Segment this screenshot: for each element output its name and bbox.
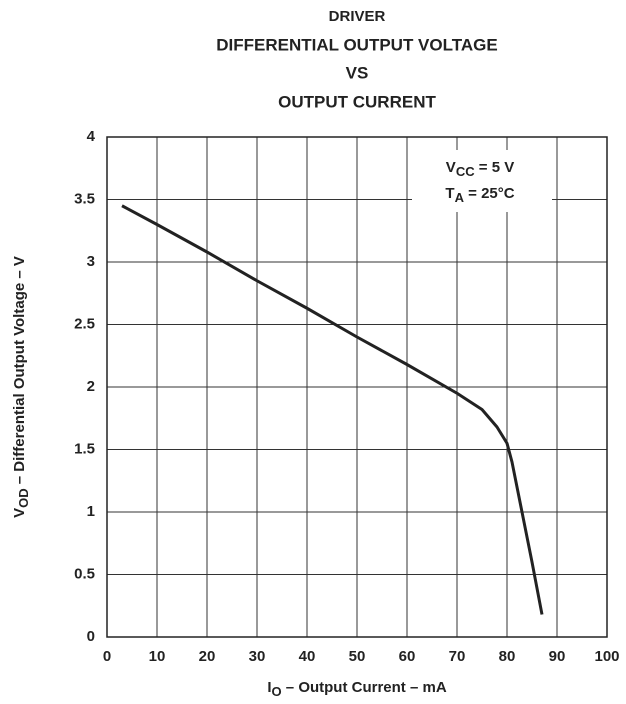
annotation-main: T	[445, 185, 454, 202]
plot-frame	[106, 136, 608, 638]
x-tick-label: 20	[199, 648, 216, 665]
y-tick-label: 2	[87, 378, 95, 395]
annotation-box	[412, 150, 552, 212]
y-axis-label-rest: – Differential Output Voltage – V	[11, 256, 28, 488]
x-axis-label: IO – Output Current – mA	[267, 679, 446, 699]
annotation-rest: = 25°C	[464, 185, 515, 202]
x-axis-label-main: I	[267, 679, 271, 696]
annotation-main: V	[446, 159, 456, 176]
annotation-sub: CC	[456, 164, 475, 179]
y-tick-label: 0.5	[74, 565, 95, 582]
x-tick-label: 50	[349, 648, 366, 665]
x-tick-label: 60	[399, 648, 416, 665]
y-tick-label: 4	[87, 128, 96, 145]
chart-title: VS	[346, 63, 369, 82]
chart-title: DRIVER	[329, 8, 386, 25]
chart-title: OUTPUT CURRENT	[278, 92, 436, 111]
y-axis-label-sub: OD	[16, 488, 31, 508]
annotation: VCC = 5 V	[446, 159, 514, 179]
data-line	[121, 204, 544, 615]
x-tick-label: 90	[549, 648, 566, 665]
y-axis-label: VOD – Differential Output Voltage – V	[11, 256, 31, 518]
x-tick-label: 40	[299, 648, 316, 665]
chart-title: DIFFERENTIAL OUTPUT VOLTAGE	[216, 35, 497, 54]
annotation: TA = 25°C	[445, 185, 514, 205]
y-tick-label: 3.5	[74, 190, 95, 207]
annotation-sub: A	[455, 190, 465, 205]
annotation-rest: = 5 V	[475, 159, 515, 176]
y-tick-label: 2.5	[74, 315, 95, 332]
x-tick-label: 10	[149, 648, 166, 665]
x-tick-label: 70	[449, 648, 466, 665]
x-tick-label: 100	[594, 648, 619, 665]
x-axis-label-sub: O	[272, 684, 282, 699]
x-tick-label: 80	[499, 648, 516, 665]
x-tick-label: 30	[249, 648, 266, 665]
y-tick-label: 1.5	[74, 440, 95, 457]
y-tick-label: 1	[87, 503, 95, 520]
y-tick-label: 3	[87, 253, 95, 270]
y-axis-label-main: V	[11, 508, 28, 518]
x-tick-label: 0	[103, 648, 111, 665]
y-tick-label: 0	[87, 628, 95, 645]
x-axis-label-rest: – Output Current – mA	[282, 679, 447, 696]
